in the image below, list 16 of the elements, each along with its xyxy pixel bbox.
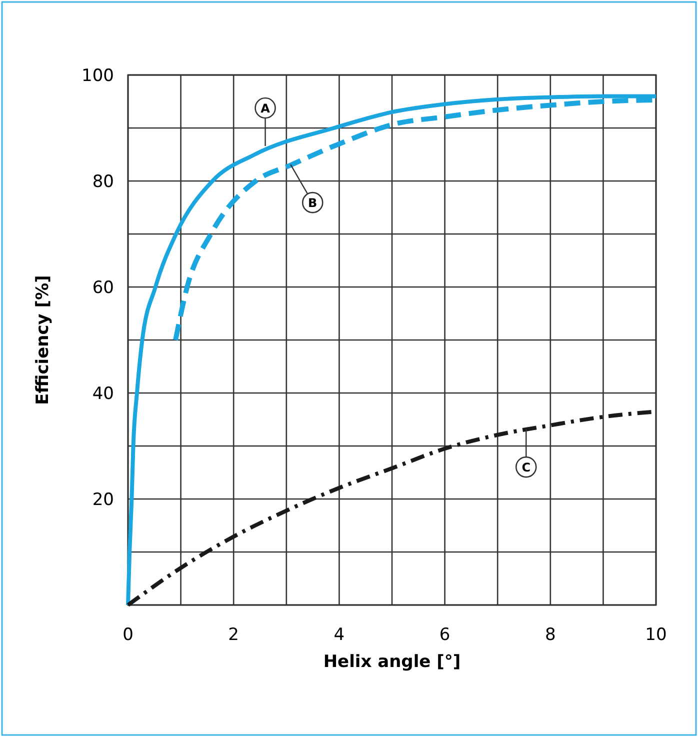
x-tick-label: 6: [439, 625, 450, 645]
y-tick-label: 40: [92, 384, 114, 404]
y-tick-label: 80: [92, 172, 114, 192]
x-axis-title: Helix angle [°]: [323, 652, 461, 672]
x-tick-label: 8: [544, 625, 556, 645]
y-axis-title: Efficiency [%]: [33, 275, 53, 405]
x-tick-label: 10: [645, 625, 667, 645]
y-tick-label: 100: [82, 66, 114, 86]
annotation: B: [308, 196, 318, 210]
annotation: A: [260, 101, 271, 116]
x-tick-label: 4: [334, 625, 345, 645]
x-tick-label: 2: [228, 625, 240, 645]
y-tick-label: 20: [92, 490, 114, 510]
annotation: C: [522, 460, 531, 474]
x-tick-label: 0: [122, 625, 134, 645]
y-tick-label: 60: [92, 278, 114, 298]
